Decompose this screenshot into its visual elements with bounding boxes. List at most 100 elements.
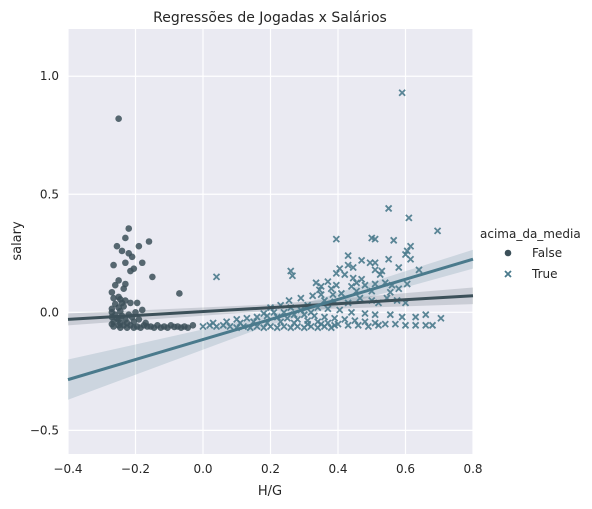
x-tick-label: 0.8	[463, 462, 482, 476]
legend-marker-true	[504, 270, 512, 278]
data-point-true	[411, 313, 420, 321]
data-point-false	[150, 324, 158, 331]
data-point-true	[391, 320, 400, 328]
data-point-false	[108, 288, 116, 296]
data-point-true	[406, 242, 415, 250]
data-point-false	[111, 281, 119, 289]
data-point-true	[361, 318, 369, 326]
data-point-true	[309, 292, 317, 300]
data-point-false	[189, 322, 197, 329]
legend-label-false: False	[532, 246, 562, 260]
data-point-true	[401, 321, 410, 329]
data-point-true	[357, 256, 366, 265]
data-point-true	[236, 319, 244, 327]
x-tick-label: −0.4	[53, 462, 82, 476]
data-point-true	[320, 313, 329, 321]
y-tick-label: 1.0	[40, 69, 59, 83]
data-point-true	[398, 89, 406, 97]
y-tick-label: 0.5	[40, 187, 59, 201]
data-point-true	[226, 322, 234, 331]
data-point-true	[317, 320, 325, 328]
data-point-true	[351, 316, 359, 325]
data-point-false	[110, 323, 117, 330]
data-point-true	[349, 274, 357, 282]
y-axis-label: salary	[10, 221, 25, 261]
data-point-false	[128, 253, 136, 261]
data-point-true	[324, 305, 332, 313]
data-point-true	[337, 289, 346, 298]
data-point-false	[115, 277, 122, 284]
data-point-false	[120, 285, 127, 293]
data-point-true	[280, 322, 288, 331]
data-point-true	[384, 204, 393, 213]
data-point-true	[344, 252, 352, 260]
data-point-true	[395, 263, 403, 272]
data-point-true	[411, 321, 420, 329]
data-point-true	[356, 294, 364, 302]
data-point-true	[285, 296, 293, 305]
data-point-false	[117, 324, 124, 331]
data-point-true	[287, 324, 295, 332]
data-point-false	[135, 316, 143, 323]
data-point-true	[344, 321, 352, 329]
chart-title: Regressões de Jogadas x Salários	[153, 10, 387, 26]
data-point-false	[125, 225, 133, 232]
y-tick-labels: −0.5 0.0 0.5 1.0	[30, 69, 59, 437]
legend-marker-false	[504, 249, 512, 257]
data-point-true	[287, 267, 295, 275]
data-point-false	[138, 306, 146, 314]
data-point-false	[110, 294, 117, 302]
data-point-false	[171, 323, 178, 331]
data-point-true	[212, 273, 221, 281]
data-point-false	[145, 238, 153, 245]
data-point-false	[127, 299, 134, 307]
data-point-false	[177, 324, 185, 331]
data-point-true	[415, 266, 423, 274]
data-point-true	[317, 290, 325, 299]
data-point-true	[332, 281, 340, 289]
data-point-true	[349, 263, 357, 272]
data-point-false	[130, 324, 138, 331]
data-point-true	[276, 318, 285, 326]
data-point-false	[164, 324, 171, 331]
x-tick-labels: −0.4 −0.2 0.0 0.2 0.4 0.6 0.8	[53, 462, 482, 476]
x-tick-label: 0.6	[396, 462, 415, 476]
data-point-true	[270, 308, 278, 316]
data-point-true	[330, 314, 339, 322]
data-point-false	[108, 309, 116, 316]
data-point-true	[347, 308, 356, 316]
data-point-true	[390, 236, 398, 244]
data-point-true	[297, 294, 305, 302]
legend: acima_da_media False True	[480, 227, 581, 281]
data-point-true	[317, 282, 325, 290]
data-point-false	[184, 324, 192, 331]
data-point-true	[386, 311, 394, 319]
data-point-false	[135, 242, 143, 250]
data-point-true	[437, 314, 445, 322]
data-point-true	[406, 255, 415, 263]
x-tick-label: −0.2	[121, 462, 150, 476]
data-point-true	[366, 259, 374, 267]
x-axis-label: H/G	[258, 484, 282, 499]
data-point-true	[384, 255, 393, 263]
data-point-true	[405, 214, 413, 222]
data-point-false	[149, 273, 156, 281]
data-point-true	[273, 324, 281, 332]
legend-label-true: True	[531, 267, 558, 281]
data-point-true	[209, 319, 217, 327]
data-point-true	[364, 322, 373, 331]
data-point-true	[260, 309, 268, 318]
data-point-true	[376, 270, 384, 279]
data-point-true	[344, 261, 352, 269]
data-point-false	[118, 299, 126, 307]
data-point-true	[324, 278, 332, 286]
x-tick-label: 0.4	[328, 462, 347, 476]
data-point-true	[300, 311, 308, 319]
data-point-true	[374, 321, 383, 329]
data-point-true	[329, 290, 337, 299]
data-point-true	[354, 321, 362, 329]
regression-line-false	[67, 294, 474, 321]
regression-lines	[67, 257, 474, 382]
data-point-false	[122, 234, 129, 242]
